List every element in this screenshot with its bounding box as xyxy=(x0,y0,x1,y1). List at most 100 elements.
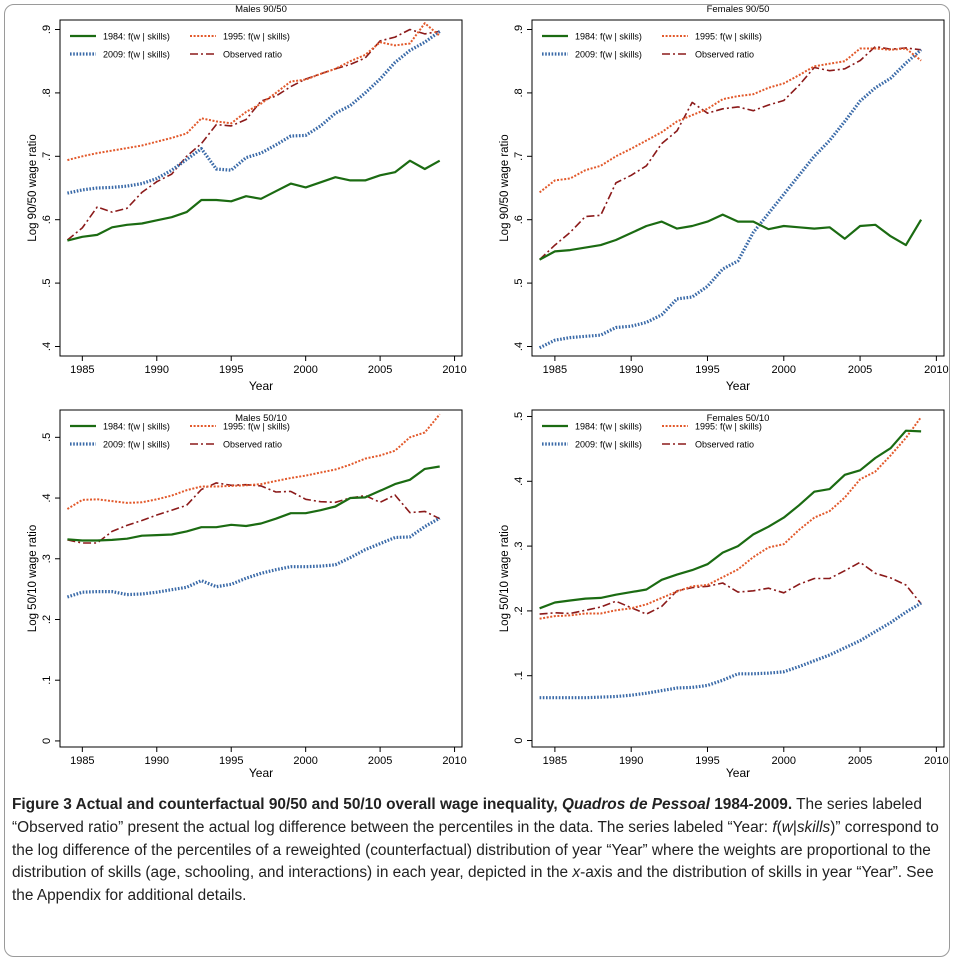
caption-formula-skills: skills xyxy=(796,818,831,836)
x-axis-label: Year xyxy=(249,766,273,780)
caption-body-1: The series labeled “Observed ratio” pres… xyxy=(12,796,922,836)
plot-area xyxy=(59,19,463,357)
series-line-4 xyxy=(539,561,922,615)
series-line-2 xyxy=(539,416,922,620)
y-tick-label: .7 xyxy=(513,152,525,161)
chart-panel-3: Males 50/10 1985 1990 1995 2000 2005 2010 0 .1 .2… xyxy=(27,409,467,780)
y-tick-label: .2 xyxy=(513,606,525,615)
y-tick-label: .4 xyxy=(41,342,53,351)
x-tick-label: 2000 xyxy=(293,755,317,767)
y-axis-label: Log 90/50 wage ratio xyxy=(27,134,39,241)
y-tick-label: .3 xyxy=(41,554,53,563)
caption-formula-w: w xyxy=(781,818,793,836)
caption-label: Figure 3 xyxy=(12,796,72,813)
series-line-1 xyxy=(67,159,441,242)
legend-label: Observed ratio xyxy=(695,50,754,60)
x-tick-label: 2010 xyxy=(924,755,948,767)
y-tick-label: .8 xyxy=(513,88,525,97)
x-tick-label: 2005 xyxy=(368,755,392,767)
legend-label: Observed ratio xyxy=(695,440,754,450)
y-tick-label: .4 xyxy=(513,342,525,351)
y-tick-label: .6 xyxy=(41,215,53,224)
series-line-3 xyxy=(538,48,923,350)
caption-title-italic: Quadros de Pessoal xyxy=(561,796,710,813)
y-axis-label: Log 90/50 wage ratio xyxy=(499,134,511,241)
y-axis-label: Log 50/10 wage ratio xyxy=(27,525,39,632)
figure-frame xyxy=(4,4,950,957)
y-tick-label: .5 xyxy=(513,412,525,421)
series-line-1 xyxy=(539,213,923,261)
y-tick-label: .5 xyxy=(41,279,53,288)
legend-label: 1984: f(w | skills) xyxy=(103,32,170,42)
caption-formula-f: f xyxy=(772,818,777,836)
caption-title-b: 1984-2009. xyxy=(709,796,793,813)
legend-label: 2009: f(w | skills) xyxy=(575,440,642,450)
x-axis-label: Year xyxy=(726,766,750,780)
legend-label: 2009: f(w | skills) xyxy=(103,50,170,60)
x-tick-label: 1995 xyxy=(219,364,243,376)
x-tick-label: 2000 xyxy=(772,364,796,376)
y-tick-label: .1 xyxy=(513,671,525,680)
y-tick-label: .4 xyxy=(41,493,53,502)
caption-body-2: ” correspond to the log difference of th… xyxy=(12,818,939,882)
y-tick-label: .1 xyxy=(41,676,53,685)
legend-label: 1995: f(w | skills) xyxy=(223,422,290,432)
x-tick-label: 2010 xyxy=(442,364,466,376)
x-tick-label: 1990 xyxy=(145,755,169,767)
x-tick-label: 2010 xyxy=(442,755,466,767)
legend-label: 2009: f(w | skills) xyxy=(103,440,170,450)
x-axis-label: Year xyxy=(249,379,273,393)
series-line-3 xyxy=(539,601,922,700)
x-tick-label: 1990 xyxy=(619,755,643,767)
x-tick-label: 2005 xyxy=(848,364,872,376)
series-line-3 xyxy=(67,30,441,195)
y-tick-label: .5 xyxy=(513,279,525,288)
caption-axis-italic: x xyxy=(572,864,581,882)
legend-label: 1984: f(w | skills) xyxy=(575,32,642,42)
y-tick-label: .3 xyxy=(513,542,525,551)
y-tick-label: .9 xyxy=(41,25,53,34)
x-tick-label: 2000 xyxy=(772,755,796,767)
y-tick-label: 0 xyxy=(513,737,525,743)
caption-formula-open: ( xyxy=(776,818,782,836)
y-tick-label: .5 xyxy=(41,433,53,442)
y-tick-label: .2 xyxy=(41,615,53,624)
x-tick-label: 1985 xyxy=(543,364,567,376)
x-tick-label: 1990 xyxy=(145,364,169,376)
x-tick-label: 2000 xyxy=(293,364,317,376)
caption-formula-close: ) xyxy=(830,818,836,836)
x-tick-label: 2010 xyxy=(924,364,948,376)
chart-panel-4: Females 50/10 1985 1990 1995 2000 2005 2010 0 .1… xyxy=(499,409,949,780)
legend-label: 1995: f(w | skills) xyxy=(223,32,290,42)
series-line-4 xyxy=(539,45,922,261)
caption-body-3: -axis and the distribution of skills in … xyxy=(12,864,934,905)
y-tick-label: .7 xyxy=(41,152,53,161)
legend-label: Observed ratio xyxy=(223,440,282,450)
chart-title: Males 50/10 xyxy=(235,413,287,424)
series-line-1 xyxy=(539,429,922,610)
x-tick-label: 1985 xyxy=(70,755,94,767)
y-tick-label: .9 xyxy=(513,25,525,34)
legend-label: 2009: f(w | skills) xyxy=(575,50,642,60)
x-tick-label: 2005 xyxy=(848,755,872,767)
x-axis-label: Year xyxy=(726,379,750,393)
caption-title-a: Actual and counterfactual 90/50 and 50/1… xyxy=(71,796,562,813)
legend-label: 1995: f(w | skills) xyxy=(695,32,762,42)
plot-area xyxy=(531,409,945,748)
chart-title: Females 90/50 xyxy=(707,4,770,15)
x-tick-label: 1990 xyxy=(619,364,643,376)
chart-title: Males 90/50 xyxy=(235,4,287,15)
chart-panel-2: Females 90/50 1985 1990 1995 2000 2005 2010 .4.… xyxy=(499,4,949,393)
legend-label: 1984: f(w | skills) xyxy=(575,422,642,432)
x-tick-label: 1995 xyxy=(695,755,719,767)
chart-panel-1: Males 90/50 1985 1990 1995 2000 2005 2010 .4 .5.… xyxy=(27,4,467,393)
figure-charts: Males 90/50 1985 1990 1995 2000 2005 2010 .4 .5.… xyxy=(27,4,949,780)
chart-title: Females 50/10 xyxy=(707,413,770,424)
series-line-2 xyxy=(67,22,441,162)
y-tick-label: .6 xyxy=(513,215,525,224)
series-line-2 xyxy=(538,47,922,194)
figure-caption: Figure 3 Actual and counterfactual 90/50… xyxy=(12,794,942,908)
x-tick-label: 1995 xyxy=(695,364,719,376)
caption-formula-bar: | xyxy=(792,818,797,836)
series-line-3 xyxy=(66,516,441,599)
